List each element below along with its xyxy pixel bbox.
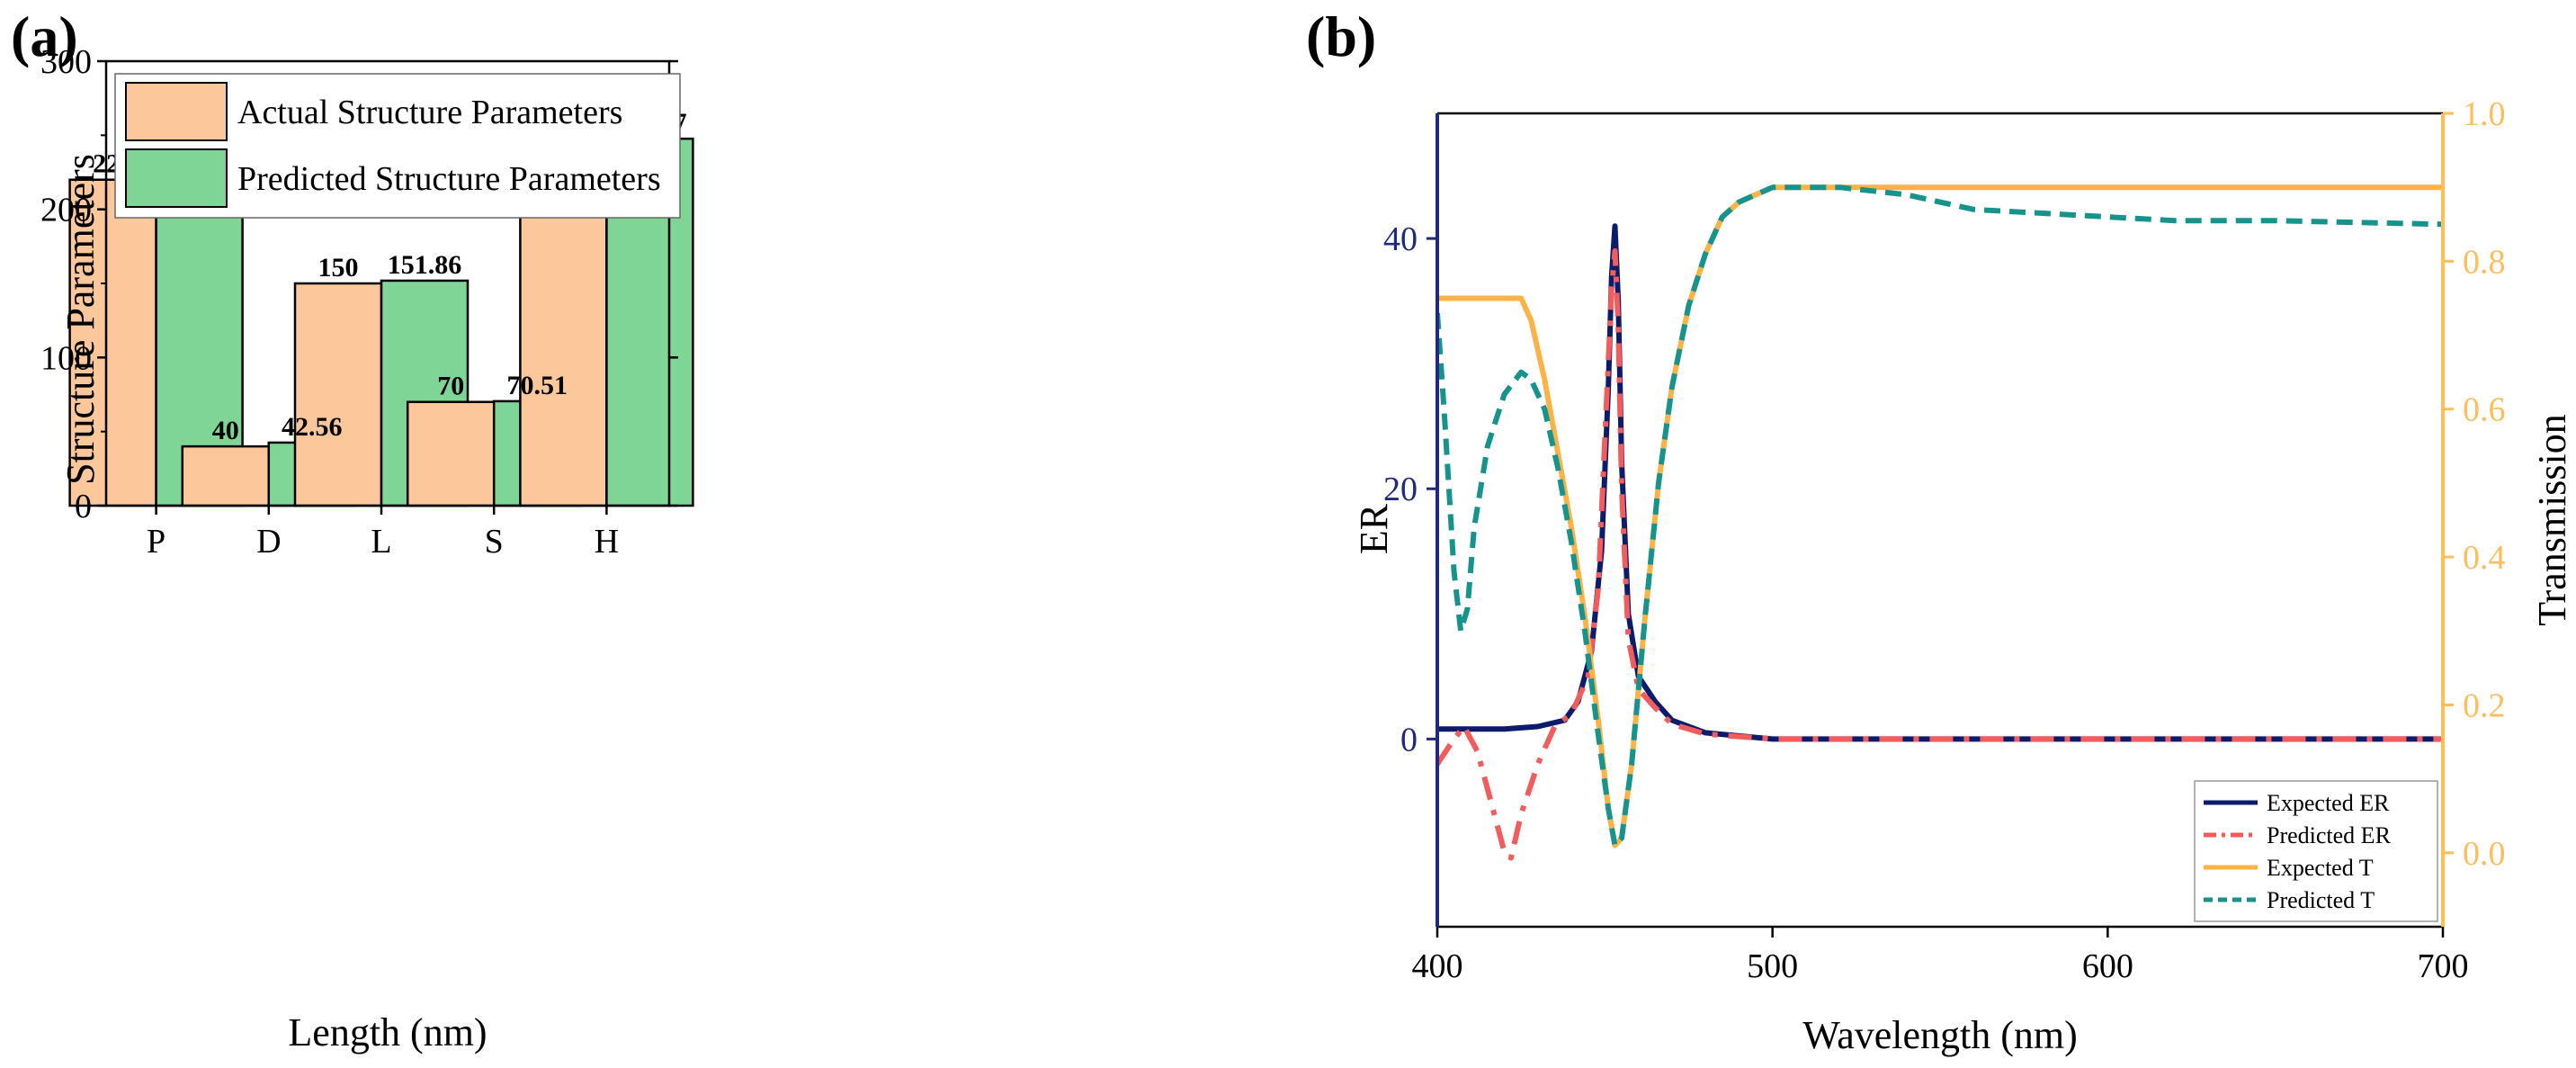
bar-s-actual (406, 400, 496, 507)
y-axis-label: ER (1352, 503, 1396, 554)
x-tick-label: 600 (2082, 947, 2133, 985)
plot-frame (1436, 112, 2445, 929)
x-axis-label: Wavelength (nm) (1802, 1013, 2078, 1057)
panel-label-a: (a) (11, 4, 78, 68)
x-tick-label: 500 (1747, 947, 1798, 985)
legend-entry: Predicted ER (2267, 822, 2392, 848)
x-tick-label: S (485, 523, 504, 561)
y2-tick-label: 0.4 (2463, 539, 2506, 577)
y2-tick-label: 0.2 (2463, 687, 2506, 724)
bar-value-label: 42.56 (282, 412, 343, 442)
bar-value-label: 150 (318, 253, 359, 283)
axis-ticks: 400 500 600 700 0 20 40 0.0 0.2 0.4 0.6 0.8 1.0 (1383, 95, 2506, 985)
legend-swatch-actual (125, 82, 228, 141)
y-tick-label: 0 (1400, 721, 1418, 758)
y-tick-label: 200 (40, 192, 92, 229)
y-tick-label: 20 (1383, 471, 1418, 508)
y2-axis-label: Transmission (2530, 414, 2574, 626)
legend-entry: Expected T (2267, 855, 2374, 881)
x-tick-label: H (595, 523, 619, 561)
x-tick-label: D (256, 523, 281, 561)
y2-tick-label: 0.6 (2463, 391, 2506, 429)
axis-ticks: P D L S H 0 100 200 300 (40, 43, 678, 561)
legend: Expected ER Predicted ER Expected T Predict… (2194, 780, 2438, 922)
legend-entry: Predicted T (2267, 887, 2375, 913)
y-tick-label: 300 (40, 43, 92, 81)
x-tick-label: 400 (1412, 947, 1463, 985)
x-tick-label: P (147, 523, 165, 561)
bar-value-label: 40 (212, 416, 239, 445)
series-line-expected-t (1437, 184, 2443, 848)
bar-l-actual (293, 282, 383, 507)
bar-value-label: 70 (437, 372, 464, 401)
y2-tick-label: 1.0 (2463, 95, 2506, 133)
legend-entry: Expected ER (2267, 790, 2390, 816)
y2-tick-label: 0.0 (2463, 835, 2506, 873)
bar-p-actual (68, 178, 157, 507)
bar-d-actual (181, 444, 271, 507)
x-tick-label: 700 (2418, 947, 2469, 985)
x-axis-label: Length (nm) (288, 1010, 487, 1055)
panel-label-b: (b) (1306, 4, 1376, 68)
legend-entry-predicted: Predicted Structure Parameters (237, 160, 661, 198)
y-tick-label: 100 (40, 339, 92, 377)
series-line-predicted-t (1437, 184, 2443, 848)
bar-value-label: 151.86 (388, 250, 462, 280)
legend: Actual Structure Parameters Predicted St… (114, 73, 681, 219)
y-tick-label: 0 (75, 488, 92, 525)
legend-swatch-predicted (125, 148, 228, 208)
series-line-predicted-er (1437, 248, 2443, 861)
bar-chart: 220220.324042.56150151.867070.51250247.6… (40, 43, 694, 1055)
y2-tick-label: 0.8 (2463, 243, 2506, 281)
x-tick-label: L (371, 523, 391, 561)
bar-value-label: 70.51 (506, 371, 568, 400)
legend-entry-actual: Actual Structure Parameters (237, 94, 622, 131)
line-chart: 400 500 600 700 0 20 40 0.0 0.2 0.4 0.6 0.8 1.0 Wave… (1352, 95, 2574, 1057)
series-group (1437, 184, 2443, 861)
y-axis-label: Structure Parameters (58, 154, 103, 485)
y-tick-label: 40 (1383, 220, 1418, 258)
